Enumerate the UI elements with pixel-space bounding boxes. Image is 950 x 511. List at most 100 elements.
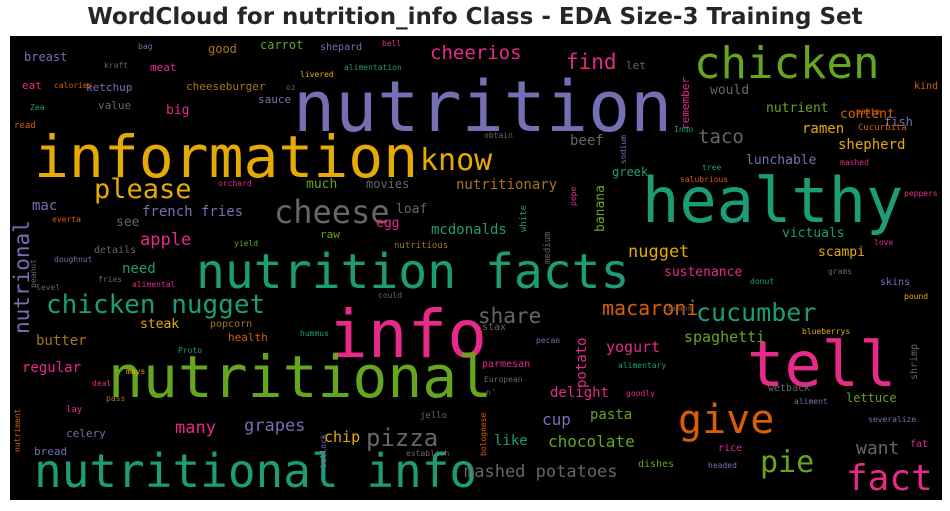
- word-stax: stax: [482, 322, 507, 333]
- word-delight: delight: [550, 385, 610, 401]
- word-pie: pie: [760, 445, 815, 480]
- word-grams: grams: [828, 267, 853, 276]
- word-big: big: [166, 103, 190, 118]
- word-bell: bell: [382, 39, 402, 48]
- word-would: would: [710, 83, 750, 98]
- word-paste: paste: [856, 107, 881, 116]
- word-bolognese: bolognese: [479, 412, 488, 456]
- word-nutrition: nutrition: [293, 66, 673, 148]
- word-cup: cup: [542, 410, 571, 429]
- word-orchard: orchard: [218, 179, 252, 188]
- word-nutritionary: nutritionary: [456, 177, 558, 193]
- word-tree: tree: [702, 163, 722, 172]
- wordcloud-canvas: nutrition information healthy nutrition …: [10, 36, 942, 500]
- word-info: info: [328, 296, 487, 373]
- word-fat: fat: [910, 439, 929, 450]
- word-bollock: bollock: [319, 434, 328, 468]
- word-grapes: grapes: [244, 416, 306, 436]
- word-healthy: healthy: [642, 164, 904, 237]
- word-victuals: victuals: [782, 226, 845, 241]
- word-content: content: [840, 107, 895, 122]
- word-proto: Proto: [178, 346, 203, 355]
- word-egg: egg: [376, 216, 400, 231]
- word-like: like: [494, 433, 528, 449]
- word-chocolate: chocolate: [548, 432, 635, 451]
- word-read: read: [14, 121, 36, 131]
- word-much: much: [306, 177, 338, 192]
- word-sauce: sauce: [258, 93, 292, 106]
- word-level: level: [36, 283, 61, 292]
- word-mashed-potatoes: mashed potatoes: [464, 462, 618, 482]
- word-n-prime: n': [486, 388, 496, 397]
- word-movies: movies: [366, 177, 410, 191]
- word-find: find: [566, 50, 617, 74]
- word-sustenance: sustenance: [664, 265, 743, 280]
- word-fries: fries: [98, 275, 123, 284]
- word-zea: Zea: [30, 103, 45, 112]
- word-health: health: [228, 331, 268, 344]
- word-remember: remember: [679, 77, 692, 130]
- word-aliment: aliment: [794, 397, 828, 406]
- word-good: good: [208, 42, 237, 56]
- word-everta: everta: [52, 215, 81, 224]
- word-alimental: alimental: [132, 280, 176, 289]
- word-pizza: pizza: [366, 424, 439, 452]
- word-potato: potato: [574, 337, 590, 388]
- word-alimentary: alimentary: [618, 361, 667, 370]
- word-mays: mays: [126, 367, 146, 376]
- word-let: let: [626, 59, 646, 72]
- word-cheerios: cheerios: [430, 42, 522, 64]
- word-lettuce: lettuce: [846, 391, 897, 405]
- word-tell: tell: [747, 328, 897, 401]
- word-chicken-nugget: chicken nugget: [46, 290, 266, 320]
- figure-title: WordCloud for nutrition_info Class - EDA…: [87, 4, 863, 30]
- word-need: need: [122, 261, 156, 277]
- word-deal: deal: [92, 379, 112, 388]
- word-want: want: [856, 438, 900, 459]
- word-cheeseburger: cheeseburger: [186, 80, 266, 93]
- word-pepe: pepe: [569, 186, 578, 206]
- word-celery: celery: [66, 427, 106, 440]
- word-hummus: hummus: [300, 329, 329, 338]
- word-bread: bread: [34, 445, 68, 458]
- word-details: details: [94, 245, 137, 256]
- word-alimentation: alimentation: [344, 63, 402, 72]
- word-chicken: chicken: [694, 38, 880, 89]
- word-spaghetti: spaghetti: [684, 328, 766, 346]
- word-medium: medium: [543, 231, 553, 264]
- word-share: share: [478, 304, 542, 328]
- word-rice: rice: [718, 443, 743, 454]
- word-wetback: wetback: [768, 383, 811, 394]
- word-peppers: peppers: [904, 189, 938, 198]
- word-popcorn: popcorn: [210, 319, 253, 330]
- word-shepard: shepard: [320, 42, 363, 53]
- word-goodly: goodly: [626, 389, 655, 398]
- word-macaroni: macaroni: [602, 296, 699, 320]
- word-severalize: severalize: [868, 415, 917, 424]
- word-raw: raw: [320, 228, 340, 241]
- word-livered: livered: [300, 70, 334, 79]
- word-nutriment: nutriment: [13, 408, 22, 452]
- word-pecan: pecan: [536, 336, 561, 345]
- word-establish: establish: [406, 449, 450, 458]
- word-beef: beef: [570, 133, 604, 149]
- word-shrimp: shrimp: [909, 343, 920, 380]
- word-kraft: kraft: [104, 61, 129, 70]
- word-eat: eat: [22, 79, 42, 92]
- word-mashed: mashed: [840, 158, 869, 167]
- word-give: give: [678, 397, 775, 443]
- word-nutrition-facts: nutrition facts: [196, 244, 630, 300]
- word-taco: taco: [698, 126, 744, 148]
- word-carrot: carrot: [260, 38, 304, 52]
- word-skins: skins: [880, 277, 911, 288]
- word-salubrious: salubrious: [680, 175, 729, 184]
- word-blueberrys: blueberrys: [802, 327, 851, 336]
- word-nutrient: nutrient: [766, 101, 829, 116]
- word-butter: butter: [36, 333, 87, 349]
- word-apple: apple: [140, 230, 192, 250]
- word-bag: bag: [138, 42, 153, 51]
- word-greek: greek: [612, 165, 649, 179]
- word-donut: donut: [750, 277, 775, 286]
- word-headed: headed: [708, 461, 737, 470]
- word-parmesan: parmesan: [482, 359, 531, 370]
